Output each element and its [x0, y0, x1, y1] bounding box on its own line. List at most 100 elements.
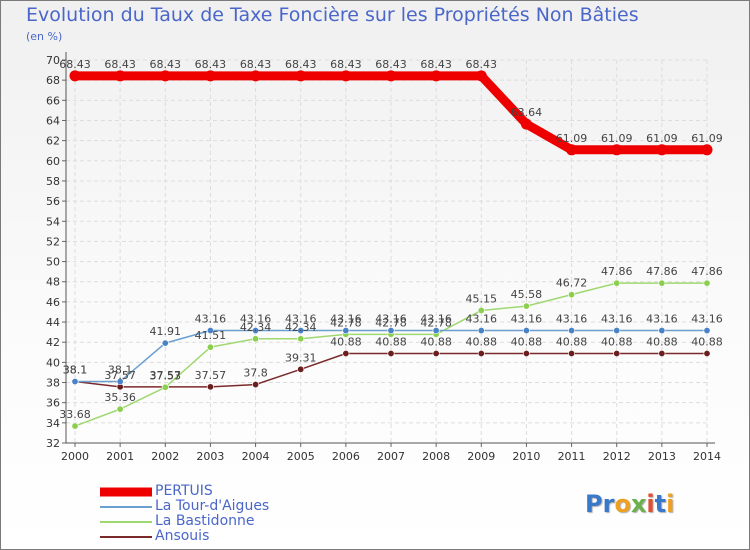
data-point-ansouis: [432, 349, 440, 357]
data-label-la-bastidonne: 47.86: [646, 265, 678, 278]
y-tick-label: 32: [46, 437, 60, 450]
data-point-la-tour-d-aigues: [206, 327, 214, 335]
legend-label-ansouis: Ansouis: [155, 528, 210, 544]
data-label-la-tour-d-aigues: 43.16: [285, 313, 317, 326]
y-tick-label: 54: [46, 215, 60, 228]
y-tick-label: 44: [46, 316, 60, 329]
data-point-ansouis: [206, 383, 214, 391]
data-point-la-tour-d-aigues: [161, 339, 169, 347]
data-label-pertuis: 68.43: [330, 58, 362, 71]
data-point-la-bastidonne: [522, 302, 530, 310]
data-label-la-bastidonne: 45.58: [511, 288, 543, 301]
proxiti-logo: Proxiti: [585, 490, 674, 518]
x-tick-label: 2007: [377, 450, 405, 463]
data-label-pertuis: 61.09: [646, 132, 678, 145]
legend-swatch-la-tour-d-aigues: [100, 506, 152, 508]
y-tick-label: 34: [46, 417, 60, 430]
y-tick-label: 36: [46, 397, 60, 410]
x-tick-label: 2002: [151, 450, 179, 463]
data-label-pertuis: 68.43: [466, 58, 498, 71]
data-label-ansouis: 40.88: [691, 335, 723, 348]
data-label-pertuis: 68.43: [375, 58, 407, 71]
data-label-la-bastidonne: 35.36: [104, 391, 136, 404]
data-label-la-tour-d-aigues: 43.16: [646, 313, 678, 326]
data-label-ansouis: 40.88: [466, 335, 498, 348]
x-tick-label: 2013: [648, 450, 676, 463]
legend-label-la-tour-d-aigues: La Tour-d'Aigues: [155, 498, 270, 514]
x-tick-label: 2006: [332, 450, 360, 463]
data-label-ansouis: 40.88: [556, 335, 588, 348]
data-point-la-tour-d-aigues: [658, 327, 666, 335]
chart-subtitle: (en %): [26, 30, 63, 43]
data-label-ansouis: 37.57: [150, 369, 182, 382]
data-label-la-tour-d-aigues: 43.16: [466, 313, 498, 326]
data-point-pertuis: [430, 70, 442, 82]
data-point-pertuis: [520, 118, 532, 130]
logo-letter: t: [654, 490, 667, 518]
data-label-la-tour-d-aigues: 43.16: [375, 313, 407, 326]
data-point-pertuis: [159, 70, 171, 82]
legend-swatch-ansouis: [100, 536, 152, 538]
data-point-la-tour-d-aigues: [613, 327, 621, 335]
data-point-pertuis: [611, 144, 623, 156]
data-point-ansouis: [387, 349, 395, 357]
data-point-la-tour-d-aigues: [342, 327, 350, 335]
logo-letter: i: [646, 490, 655, 518]
y-tick-label: 46: [46, 296, 60, 309]
data-point-pertuis: [114, 70, 126, 82]
data-point-ansouis: [477, 349, 485, 357]
data-label-pertuis: 68.43: [240, 58, 272, 71]
data-point-pertuis: [250, 70, 262, 82]
data-label-ansouis: 40.88: [375, 335, 407, 348]
data-point-pertuis: [566, 144, 578, 156]
y-tick-label: 52: [46, 235, 60, 248]
data-point-la-tour-d-aigues: [252, 327, 260, 335]
data-point-ansouis: [252, 381, 260, 389]
data-label-ansouis: 40.88: [330, 335, 362, 348]
data-label-pertuis: 63.64: [511, 106, 543, 119]
data-point-la-bastidonne: [613, 279, 621, 287]
logo-letter: r: [602, 490, 615, 518]
data-point-ansouis: [613, 349, 621, 357]
data-label-pertuis: 68.43: [104, 58, 136, 71]
data-label-la-tour-d-aigues: 38.1: [63, 364, 88, 377]
x-tick-label: 2004: [242, 450, 270, 463]
data-label-ansouis: 40.88: [511, 335, 543, 348]
x-tick-label: 2008: [422, 450, 450, 463]
x-tick-label: 2010: [512, 450, 540, 463]
data-point-ansouis: [658, 349, 666, 357]
data-point-pertuis: [204, 70, 216, 82]
data-label-la-tour-d-aigues: 43.16: [511, 313, 543, 326]
data-label-la-tour-d-aigues: 43.16: [195, 313, 227, 326]
data-point-la-tour-d-aigues: [477, 327, 485, 335]
data-point-la-tour-d-aigues: [71, 378, 79, 386]
data-label-la-bastidonne: 42.78: [330, 316, 362, 329]
data-point-la-bastidonne: [161, 383, 169, 391]
data-label-pertuis: 68.43: [285, 58, 317, 71]
x-tick-label: 2000: [61, 450, 89, 463]
data-label-ansouis: 37.57: [104, 369, 136, 382]
data-point-pertuis: [475, 70, 487, 82]
data-point-ansouis: [297, 365, 305, 373]
y-tick-label: 62: [46, 135, 60, 148]
data-label-la-tour-d-aigues: 43.16: [240, 313, 272, 326]
y-tick-label: 40: [46, 356, 60, 369]
data-label-la-bastidonne: 41.51: [195, 329, 227, 342]
data-label-la-tour-d-aigues: 43.16: [420, 313, 452, 326]
data-point-pertuis: [385, 70, 397, 82]
data-label-la-bastidonne: 33.68: [59, 408, 91, 421]
y-tick-label: 70: [46, 54, 60, 67]
legend-swatch-pertuis: [100, 487, 152, 497]
data-point-pertuis: [656, 144, 668, 156]
data-point-pertuis: [69, 70, 81, 82]
data-point-pertuis: [340, 70, 352, 82]
x-tick-label: 2012: [603, 450, 631, 463]
data-label-ansouis: 40.88: [646, 335, 678, 348]
y-tick-label: 56: [46, 195, 60, 208]
y-tick-label: 64: [46, 114, 60, 127]
data-label-la-tour-d-aigues: 43.16: [556, 313, 588, 326]
data-point-la-tour-d-aigues: [116, 378, 124, 386]
data-label-pertuis: 68.43: [420, 58, 452, 71]
data-point-la-bastidonne: [703, 279, 711, 287]
